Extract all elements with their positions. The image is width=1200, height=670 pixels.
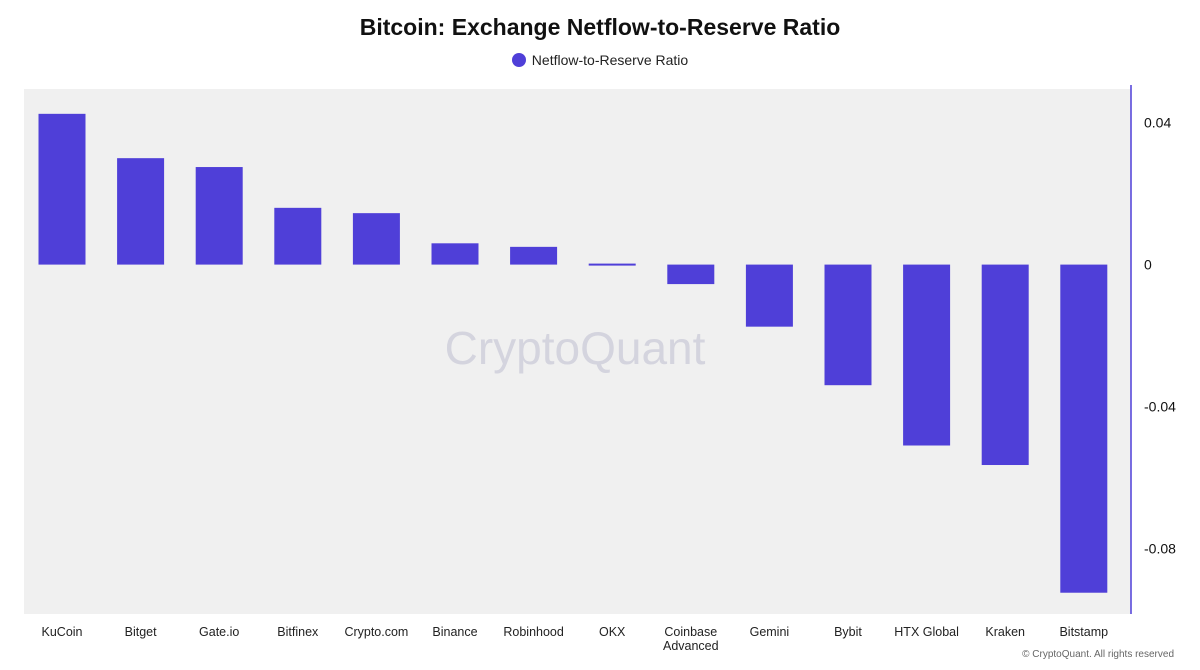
bar-htx-global <box>903 264 951 446</box>
chart-legend: Netflow-to-Reserve Ratio <box>0 52 1200 68</box>
bar-gate-io <box>195 167 243 265</box>
x-tick-label: Bitstamp <box>1059 625 1108 639</box>
bar-bitget <box>117 158 165 265</box>
y-tick-label: 0 <box>1144 257 1152 273</box>
x-tick-label: Robinhood <box>503 625 564 639</box>
legend-label: Netflow-to-Reserve Ratio <box>531 52 689 68</box>
x-tick-label: Coinbase Advanced <box>663 625 719 653</box>
legend-swatch <box>511 53 526 67</box>
bar-bitstamp <box>1060 264 1108 593</box>
x-tick-label: Gemini <box>750 625 790 639</box>
bar-robinhood <box>510 246 558 265</box>
bar-kucoin <box>38 113 86 265</box>
watermark: CryptoQuant <box>445 322 706 374</box>
x-tick-label: Bitfinex <box>277 625 319 639</box>
bar-bitfinex <box>274 207 322 265</box>
chart-title: Bitcoin: Exchange Netflow-to-Reserve Rat… <box>359 14 841 40</box>
bar-bybit <box>824 264 872 386</box>
x-tick-label: Kraken <box>985 625 1025 639</box>
bar-gemini <box>745 264 793 327</box>
x-tick-label: Binance <box>432 625 477 639</box>
bar-kraken <box>981 264 1029 466</box>
y-tick-label: -0.04 <box>1144 398 1176 414</box>
x-tick-label: Bybit <box>834 625 862 639</box>
copyright-footer: © CryptoQuant. All rights reserved <box>1022 649 1174 660</box>
bar-coinbase-advanced <box>667 264 715 285</box>
x-tick-label: HTX Global <box>894 625 959 639</box>
x-tick-label: OKX <box>599 625 626 639</box>
y-tick-label: 0.04 <box>1144 115 1171 131</box>
x-tick-label: Crypto.com <box>344 625 408 639</box>
bar-crypto-com <box>352 213 400 265</box>
bar-binance <box>431 243 479 265</box>
x-tick-label: Bitget <box>125 625 157 639</box>
x-tick-label: Gate.io <box>199 625 239 639</box>
x-tick-label: KuCoin <box>42 625 83 639</box>
y-tick-label: -0.08 <box>1144 540 1176 556</box>
bar-okx <box>588 263 636 266</box>
